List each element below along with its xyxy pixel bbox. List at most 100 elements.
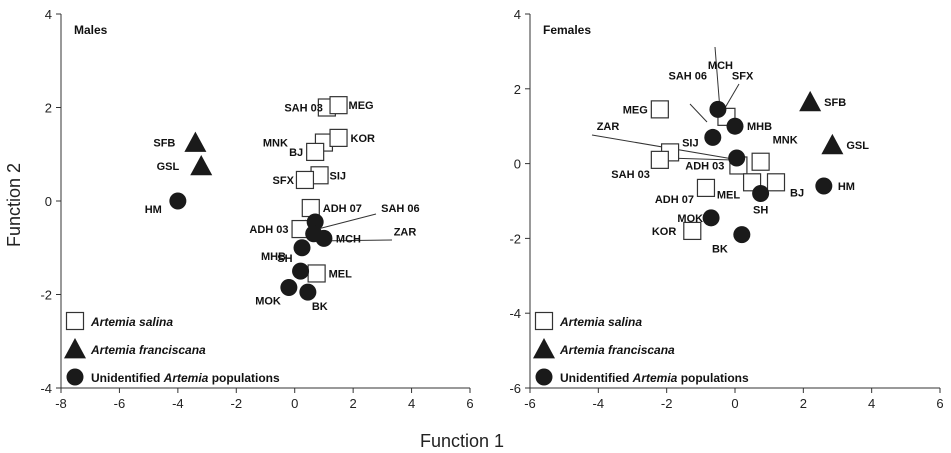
point-label: SFB [824, 97, 846, 109]
data-point-circle [169, 192, 187, 210]
point-label: ADH 03 [685, 160, 724, 172]
data-point-square [307, 264, 326, 283]
data-point-triangle [799, 90, 822, 112]
legend-label: Artemia salina [559, 315, 642, 329]
data-point-square [306, 142, 325, 162]
data-point-circle [726, 117, 744, 135]
x-tick-label: -6 [524, 396, 536, 411]
x-tick-label: -4 [172, 396, 184, 411]
data-point-circle [709, 100, 727, 118]
point-label: MNK [263, 138, 288, 150]
point-label: ZAR [597, 121, 620, 133]
point-label: MEG [349, 100, 374, 112]
data-point-circle [752, 185, 770, 203]
y-tick-label: 0 [514, 157, 521, 172]
point-label: MEL [329, 268, 353, 280]
point-label: BK [312, 301, 328, 313]
point-label: SFB [153, 138, 175, 150]
point-label: SAH 06 [381, 203, 420, 215]
data-point-square [650, 150, 669, 169]
x-tick-label: -8 [55, 396, 67, 411]
data-point-square [766, 173, 786, 192]
point-label: KOR [652, 226, 677, 238]
point-label: MEL [717, 189, 741, 201]
point-label: MHB [747, 121, 772, 133]
point-label: SAH 06 [669, 70, 708, 82]
data-point-circle [815, 177, 833, 195]
data-point-triangle [821, 133, 844, 155]
y-tick-label: 2 [514, 82, 521, 97]
point-label: ADH 07 [323, 203, 362, 215]
males-panel: -8 -6 -4 -2 0 2 4 6 -4 -2 0 2 4 Males SAH 03 MEG MNK KOR B… [40, 7, 473, 411]
leader-line [714, 46, 721, 111]
point-label: GSL [157, 161, 180, 173]
data-point-circle [733, 226, 751, 244]
point-label: HM [838, 181, 855, 193]
x-tick-label: 6 [466, 396, 473, 411]
point-label: BJ [289, 147, 303, 159]
legend-label: Artemia franciscana [559, 343, 675, 357]
point-label: SAH 03 [611, 169, 650, 181]
leader-line [313, 213, 377, 231]
point-label: SFX [732, 70, 754, 82]
panel-title: Males [74, 23, 108, 37]
y-tick-label: -2 [509, 231, 521, 246]
point-label: MEG [623, 104, 648, 116]
x-tick-label: 2 [800, 396, 807, 411]
legend-marker-triangle [533, 338, 555, 359]
data-point-circle [704, 128, 722, 146]
data-point-circle [280, 278, 298, 296]
legend-marker-circle [535, 368, 553, 386]
data-point-square [650, 100, 669, 119]
data-point-circle [299, 283, 317, 301]
x-tick-label: -6 [114, 396, 126, 411]
y-tick-label: -2 [40, 288, 52, 303]
point-label: MNK [773, 135, 798, 147]
y-tick-label: -4 [40, 381, 52, 396]
y-tick-label: 4 [45, 7, 52, 22]
x-tick-label: -2 [661, 396, 673, 411]
point-label: BK [712, 244, 728, 256]
point-label: SH [277, 253, 292, 265]
data-point-square [751, 152, 770, 171]
legend-marker-circle [66, 368, 84, 386]
legend-marker-square [534, 311, 554, 331]
data-point-square [295, 170, 315, 190]
point-label: SH [753, 205, 768, 217]
point-label: KOR [351, 133, 376, 145]
x-axis-title: Function 1 [420, 431, 504, 451]
point-label: SIJ [330, 170, 347, 182]
data-point-circle [293, 239, 311, 257]
x-tick-label: 0 [731, 396, 738, 411]
data-point-triangle [190, 154, 213, 176]
point-label: MHB [261, 251, 286, 263]
x-tick-label: -2 [231, 396, 243, 411]
point-label: MOK [255, 295, 281, 307]
point-label: MOK [677, 213, 703, 225]
legend-label: Artemia salina [90, 315, 173, 329]
females-panel: -6 -4 -2 0 2 4 6 -6 -4 -2 0 2 4 Females MEG MCH SIJ SAH 0… [509, 7, 943, 411]
point-label: ADH 03 [249, 224, 288, 236]
y-tick-label: 0 [45, 194, 52, 209]
x-tick-label: 4 [408, 396, 415, 411]
point-label: SAH 03 [284, 103, 323, 115]
data-point-square [683, 221, 702, 241]
legend-marker-square [65, 311, 85, 331]
legend-label: Artemia franciscana [90, 343, 206, 357]
y-tick-label: -4 [509, 306, 521, 321]
x-tick-label: -4 [593, 396, 605, 411]
data-point-circle [315, 229, 333, 247]
data-point-circle [292, 262, 310, 280]
x-tick-label: 2 [350, 396, 357, 411]
data-point-square [329, 128, 348, 147]
point-label: ZAR [394, 227, 417, 239]
data-point-square [696, 178, 716, 198]
data-point-circle [728, 149, 746, 167]
legend-label: Unidentified Artemia populations [91, 371, 280, 385]
x-tick-label: 6 [936, 396, 943, 411]
data-point-circle [702, 209, 720, 227]
y-axis-title: Function 2 [4, 163, 24, 247]
data-point-triangle [184, 131, 207, 152]
y-tick-label: 4 [514, 7, 521, 22]
